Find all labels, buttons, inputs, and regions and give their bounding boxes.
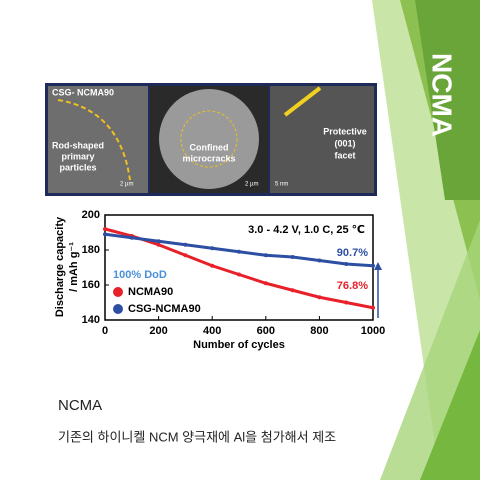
data-point [290, 288, 295, 293]
legend-label: NCMA90 [128, 286, 173, 298]
y-tick-label: 200 [82, 209, 100, 221]
micrograph-label: facet [334, 150, 355, 160]
data-point [183, 242, 188, 247]
legend-marker [113, 304, 123, 314]
micrograph [270, 86, 374, 193]
scale-bar: 2 µm [245, 182, 258, 188]
annotation: 90.7% [337, 247, 368, 259]
micrograph-label: primary [61, 151, 94, 161]
x-tick-label: 200 [149, 325, 167, 337]
data-point [344, 300, 349, 305]
annotation: 3.0 - 4.2 V, 1.0 C, 25 ℃ [248, 224, 365, 236]
data-point [371, 263, 375, 268]
y-tick-label: 140 [82, 314, 100, 326]
data-point [103, 232, 107, 237]
data-point [210, 263, 215, 268]
data-point [263, 253, 268, 258]
micrograph-label: Confined [190, 142, 229, 152]
micrograph-label: CSG- NCMA90 [52, 87, 114, 97]
x-tick-label: 600 [257, 325, 275, 337]
arrow-head [374, 262, 382, 270]
micrograph [48, 86, 148, 193]
scale-bar: 5 nm [275, 182, 288, 188]
micrograph-label: (001) [334, 138, 355, 148]
annotation: 100% DoD [113, 269, 167, 281]
x-tick-label: 800 [310, 325, 328, 337]
data-point [210, 246, 215, 251]
micrograph-label: Rod-shaped [52, 140, 104, 150]
data-point [344, 262, 349, 266]
data-point [317, 258, 322, 263]
x-tick-label: 0 [102, 325, 108, 337]
data-point [156, 239, 161, 244]
data-point [263, 281, 268, 286]
data-point [237, 249, 241, 254]
y-tick-label: 180 [82, 244, 100, 256]
data-point [129, 235, 134, 240]
x-axis-label: Number of cycles [193, 339, 285, 351]
annotation: 76.8% [337, 280, 368, 292]
outline [180, 110, 238, 168]
plot-area [104, 214, 374, 321]
particle [159, 89, 259, 189]
data-point [237, 272, 241, 277]
data-point [317, 295, 322, 300]
caption-title: NCMA [58, 397, 102, 414]
outline [57, 99, 131, 181]
micrograph-label: Protective [323, 126, 367, 136]
caption-text: 기존의 하이니켈 NCM 양극재에 Al을 첨가해서 제조 [58, 429, 336, 444]
slide-title: NCMA [427, 53, 458, 137]
x-tick-label: 1000 [361, 325, 385, 337]
micrograph-label: particles [59, 162, 96, 172]
y-axis-label: / mAh g⁻¹ [68, 242, 80, 292]
data-point [290, 255, 295, 259]
data-point [103, 227, 107, 231]
scale-bar: 2 µm [120, 182, 133, 188]
y-axis-label: Discharge capacity [54, 216, 66, 317]
data-point [183, 253, 188, 258]
x-tick-label: 400 [203, 325, 221, 337]
decor [420, 330, 480, 480]
facet-line [283, 86, 322, 117]
data-point [371, 305, 375, 310]
y-tick-label: 160 [82, 279, 100, 291]
legend-label: CSG-NCMA90 [128, 303, 201, 315]
data-point [156, 242, 161, 247]
legend-marker [113, 287, 123, 297]
micrograph-label: microcracks [182, 153, 235, 163]
decor [415, 0, 480, 200]
